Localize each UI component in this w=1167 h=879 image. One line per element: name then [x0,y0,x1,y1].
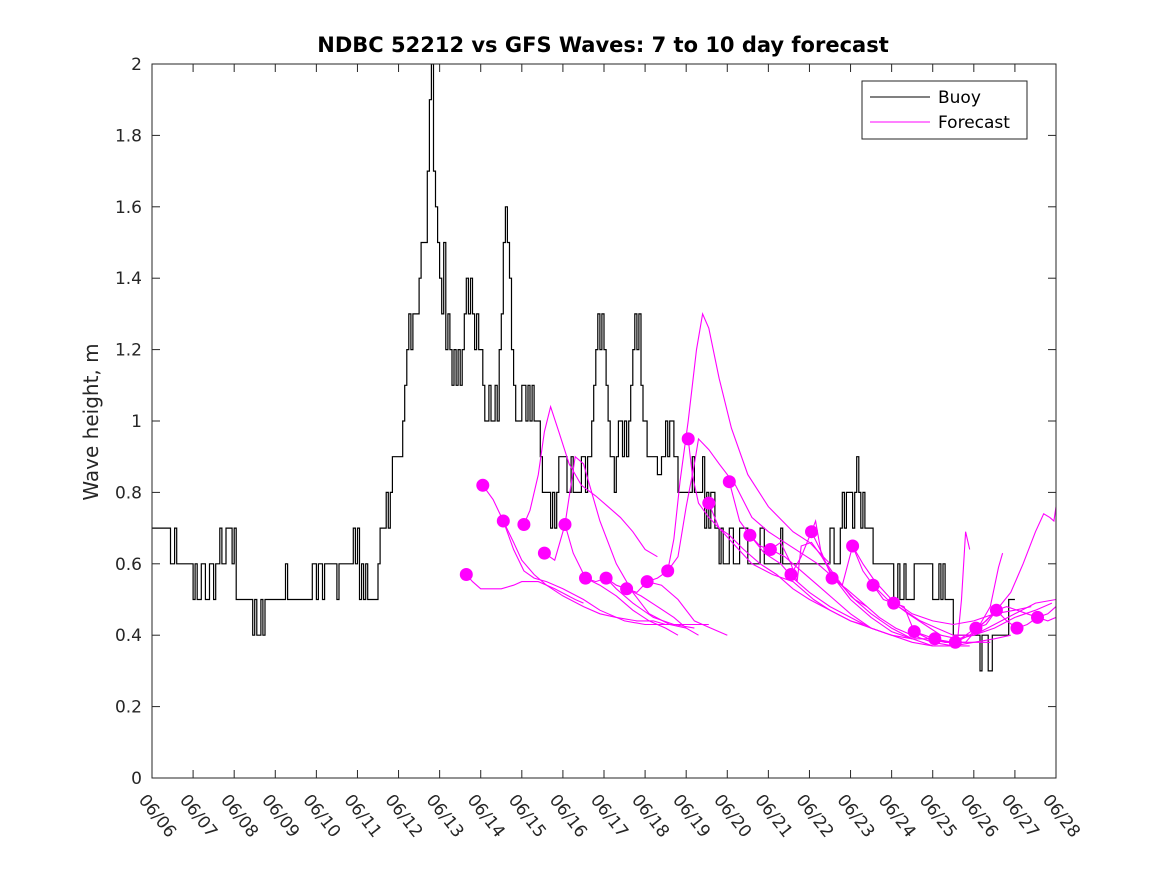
x-tick-label: 06/21 [750,791,796,842]
forecast-point-3 [496,514,510,528]
legend: Buoy Forecast [861,80,1028,140]
x-tick-label: 06/24 [874,791,920,842]
forecast-series-line-2 [482,484,674,626]
x-tick-label: 06/18 [627,791,673,842]
forecast-point-21 [866,578,880,592]
forecast-series-line-17 [790,518,991,643]
x-tick-label: 06/11 [340,791,386,842]
x-tick-label: 06/28 [1038,791,1084,842]
x-tick-label: 06/25 [915,791,961,842]
y-tick-label: 1 [131,412,142,432]
forecast-series-line-8 [605,577,699,636]
forecast-series-line-5 [544,455,687,629]
legend-forecast-label: Forecast [938,113,1010,133]
forecast-point-28 [1010,621,1024,635]
forecast-series-line-4 [523,404,658,558]
forecast-point-20 [846,539,860,553]
forecast-point-17 [784,568,798,581]
y-tick-label: 1.8 [115,126,142,146]
chart-title: NDBC 52212 vs GFS Waves: 7 to 10 day for… [317,33,888,57]
forecast-point-14 [722,475,736,489]
forecast-point-27 [989,603,1003,617]
x-tick-label: 06/07 [175,791,221,842]
forecast-point-2 [476,478,490,492]
y-axis-label: Wave height, m [79,343,103,500]
forecast-point-22 [887,596,901,610]
y-tick-label: 1.2 [115,341,142,361]
x-tick-label: 06/06 [134,791,180,842]
x-tick-label: 06/14 [463,791,509,842]
forecast-point-9 [620,582,634,596]
forecast-point-23 [907,625,921,639]
x-tick-label: 06/20 [709,791,755,842]
forecast-point-18 [805,525,818,539]
forecast-point-24 [928,632,942,646]
forecast-point-15 [743,528,757,542]
y-tick-label: 0 [131,769,142,789]
forecast-point-4 [517,518,531,531]
x-tick-label: 06/10 [298,791,344,842]
forecast-series-line-10 [646,311,831,583]
forecast-point-12 [681,432,695,446]
forecast-series-line-23 [914,552,1004,643]
forecast-point-8 [599,571,613,585]
forecast-point-13 [702,496,716,510]
forecast-series-line-11 [667,437,868,608]
x-tick-label: 06/27 [997,791,1043,842]
x-tick-label: 06/26 [956,791,1002,842]
y-tick-label: 1.6 [115,198,142,218]
forecast-point-7 [579,571,592,585]
x-tick-label: 06/08 [216,791,262,842]
legend-box [861,80,1028,140]
forecast-series-line-12 [687,438,864,626]
x-tick-label: 06/19 [668,791,714,842]
forecast-series-line-15 [749,534,933,647]
forecast-point-19 [825,571,839,585]
forecast-point-10 [640,575,654,589]
x-tick-label: 06/23 [833,791,879,842]
y-tick-label: 2 [131,55,142,75]
forecast-point-11 [661,564,675,578]
forecast-series-line-9 [626,580,728,636]
axes: 00.20.40.60.811.21.41.61.8206/0606/0706/… [115,55,1084,842]
forecast-point-16 [763,543,777,556]
plot-area [152,64,1056,672]
axes-frame [151,63,1057,779]
forecast-series-line-6 [564,524,679,636]
x-tick-label: 06/12 [381,791,427,842]
forecast-point-25 [948,635,962,649]
x-tick-label: 06/13 [422,791,468,842]
forecast-point-26 [969,621,983,635]
y-tick-label: 0.6 [115,555,142,575]
forecast-series-line-7 [585,577,695,629]
legend-buoy-label: Buoy [938,88,981,108]
forecast-point-29 [1031,610,1044,624]
y-tick-label: 1.4 [115,269,142,289]
x-tick-label: 06/15 [504,791,550,842]
x-tick-label: 06/09 [257,791,303,842]
y-tick-label: 0.4 [115,626,142,646]
x-tick-label: 06/17 [586,791,632,842]
y-tick-label: 0.2 [115,698,142,718]
forecast-series-line-1 [465,574,584,604]
forecast-point-6 [558,518,572,531]
forecast-point-1 [459,568,473,581]
plot-series-group [152,64,1056,672]
y-tick-label: 0.8 [115,483,142,503]
forecast-series-line-13 [708,502,892,636]
x-tick-label: 06/16 [545,791,591,842]
forecast-point-5 [537,546,551,560]
x-tick-label: 06/22 [792,791,838,842]
buoy-series-line [152,64,1015,672]
